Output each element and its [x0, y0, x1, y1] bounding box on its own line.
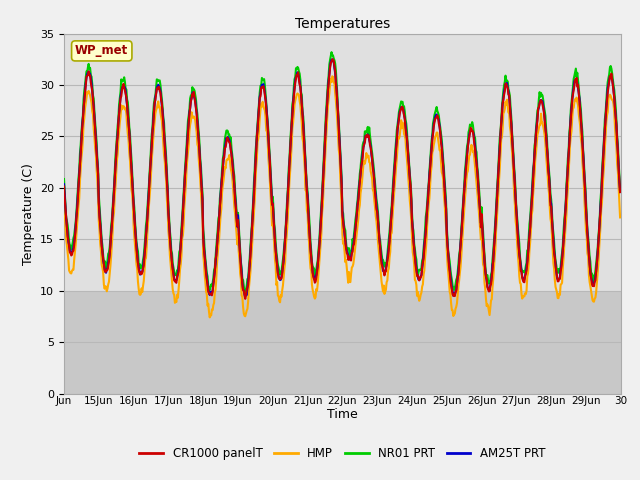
Legend: CR1000 panelT, HMP, NR01 PRT, AM25T PRT: CR1000 panelT, HMP, NR01 PRT, AM25T PRT — [135, 443, 550, 465]
X-axis label: Time: Time — [327, 408, 358, 421]
Title: Temperatures: Temperatures — [295, 17, 390, 31]
Y-axis label: Temperature (C): Temperature (C) — [22, 163, 35, 264]
Bar — [64, 291, 621, 394]
Text: WP_met: WP_met — [75, 44, 129, 58]
